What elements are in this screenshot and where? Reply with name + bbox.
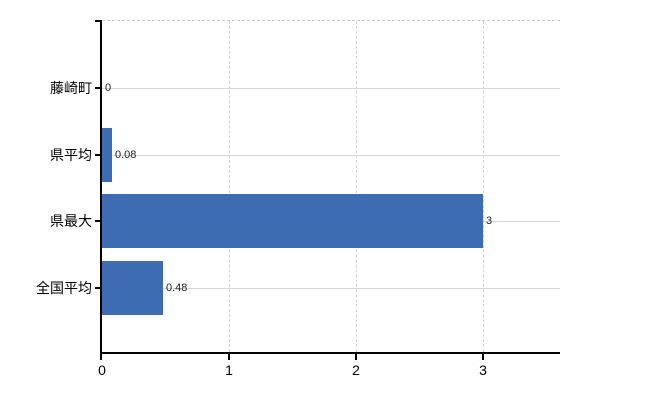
horizontal-gridline bbox=[102, 288, 560, 289]
plot-top-border bbox=[102, 20, 560, 21]
x-tick-label: 3 bbox=[479, 362, 487, 378]
x-axis-tick bbox=[482, 352, 484, 360]
y-axis-tick bbox=[95, 154, 101, 156]
horizontal-gridline bbox=[102, 155, 560, 156]
vertical-gridline bbox=[229, 21, 230, 352]
value-label: 0 bbox=[105, 82, 112, 94]
y-axis-tick bbox=[95, 220, 101, 222]
category-label: 藤崎町 bbox=[50, 80, 92, 96]
y-axis-tick bbox=[95, 87, 101, 89]
value-label: 0.48 bbox=[166, 282, 188, 294]
vertical-gridline bbox=[483, 21, 484, 352]
y-axis-top-tick bbox=[95, 20, 101, 22]
value-label: 3 bbox=[486, 215, 493, 227]
x-axis-tick bbox=[228, 352, 230, 360]
y-axis-tick bbox=[95, 287, 101, 289]
x-tick-label: 1 bbox=[225, 362, 233, 378]
x-tick-label: 2 bbox=[352, 362, 360, 378]
bar bbox=[102, 128, 112, 182]
category-label: 全国平均 bbox=[36, 280, 92, 296]
x-axis-line bbox=[100, 352, 560, 354]
bar bbox=[102, 194, 483, 248]
vertical-gridline bbox=[356, 21, 357, 352]
x-axis-tick bbox=[355, 352, 357, 360]
category-label: 県最大 bbox=[50, 213, 92, 229]
category-label: 県平均 bbox=[50, 147, 92, 163]
y-axis-line bbox=[100, 20, 102, 360]
bar bbox=[102, 261, 163, 315]
value-label: 0.08 bbox=[115, 149, 137, 161]
x-tick-label: 0 bbox=[98, 362, 106, 378]
horizontal-gridline bbox=[102, 88, 560, 89]
